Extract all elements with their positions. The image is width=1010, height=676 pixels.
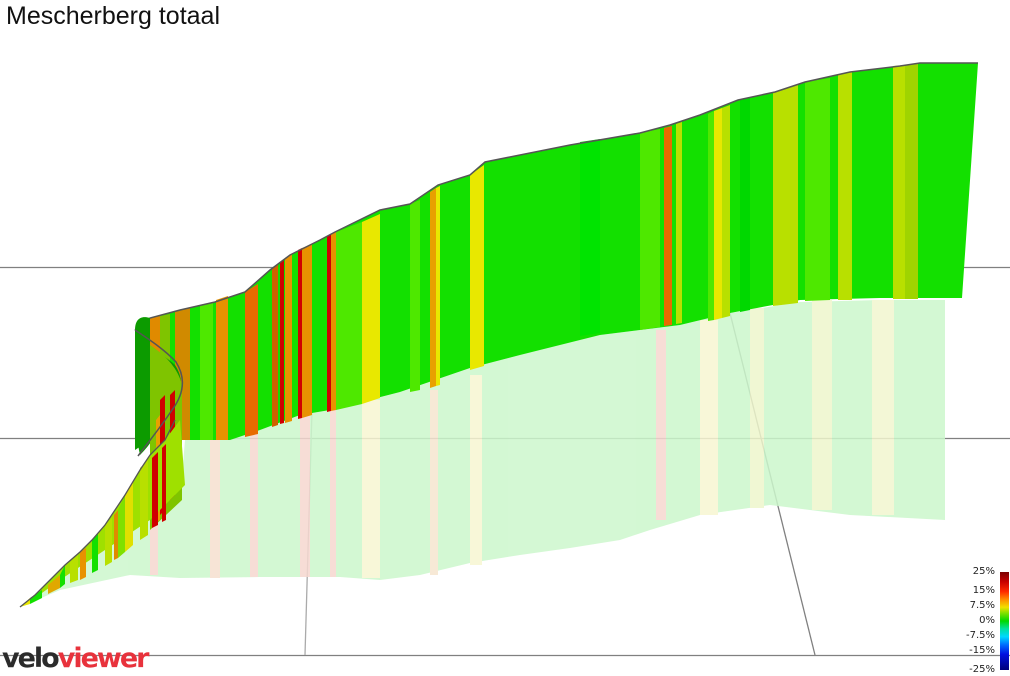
gradient-color-bar xyxy=(1000,572,1009,670)
veloviewer-logo: veloviewer xyxy=(2,643,150,674)
legend-label: 0% xyxy=(979,615,995,626)
legend-label: 15% xyxy=(972,585,995,596)
legend-label: -15% xyxy=(969,645,995,656)
ground-shadow xyxy=(20,300,945,607)
gradient-legend: 25% 15% 7.5% 0% -7.5% -15% -25% xyxy=(940,566,1010,676)
profile-ramp xyxy=(19,419,185,608)
chart-title: Mescherberg totaal xyxy=(6,2,221,30)
logo-part-viewer: viewer xyxy=(57,643,150,674)
logo-part-velo: velo xyxy=(2,643,60,674)
legend-label: 25% xyxy=(972,566,995,577)
legend-label: -25% xyxy=(969,664,995,675)
legend-label: -7.5% xyxy=(965,630,995,641)
legend-label: 7.5% xyxy=(969,600,995,611)
